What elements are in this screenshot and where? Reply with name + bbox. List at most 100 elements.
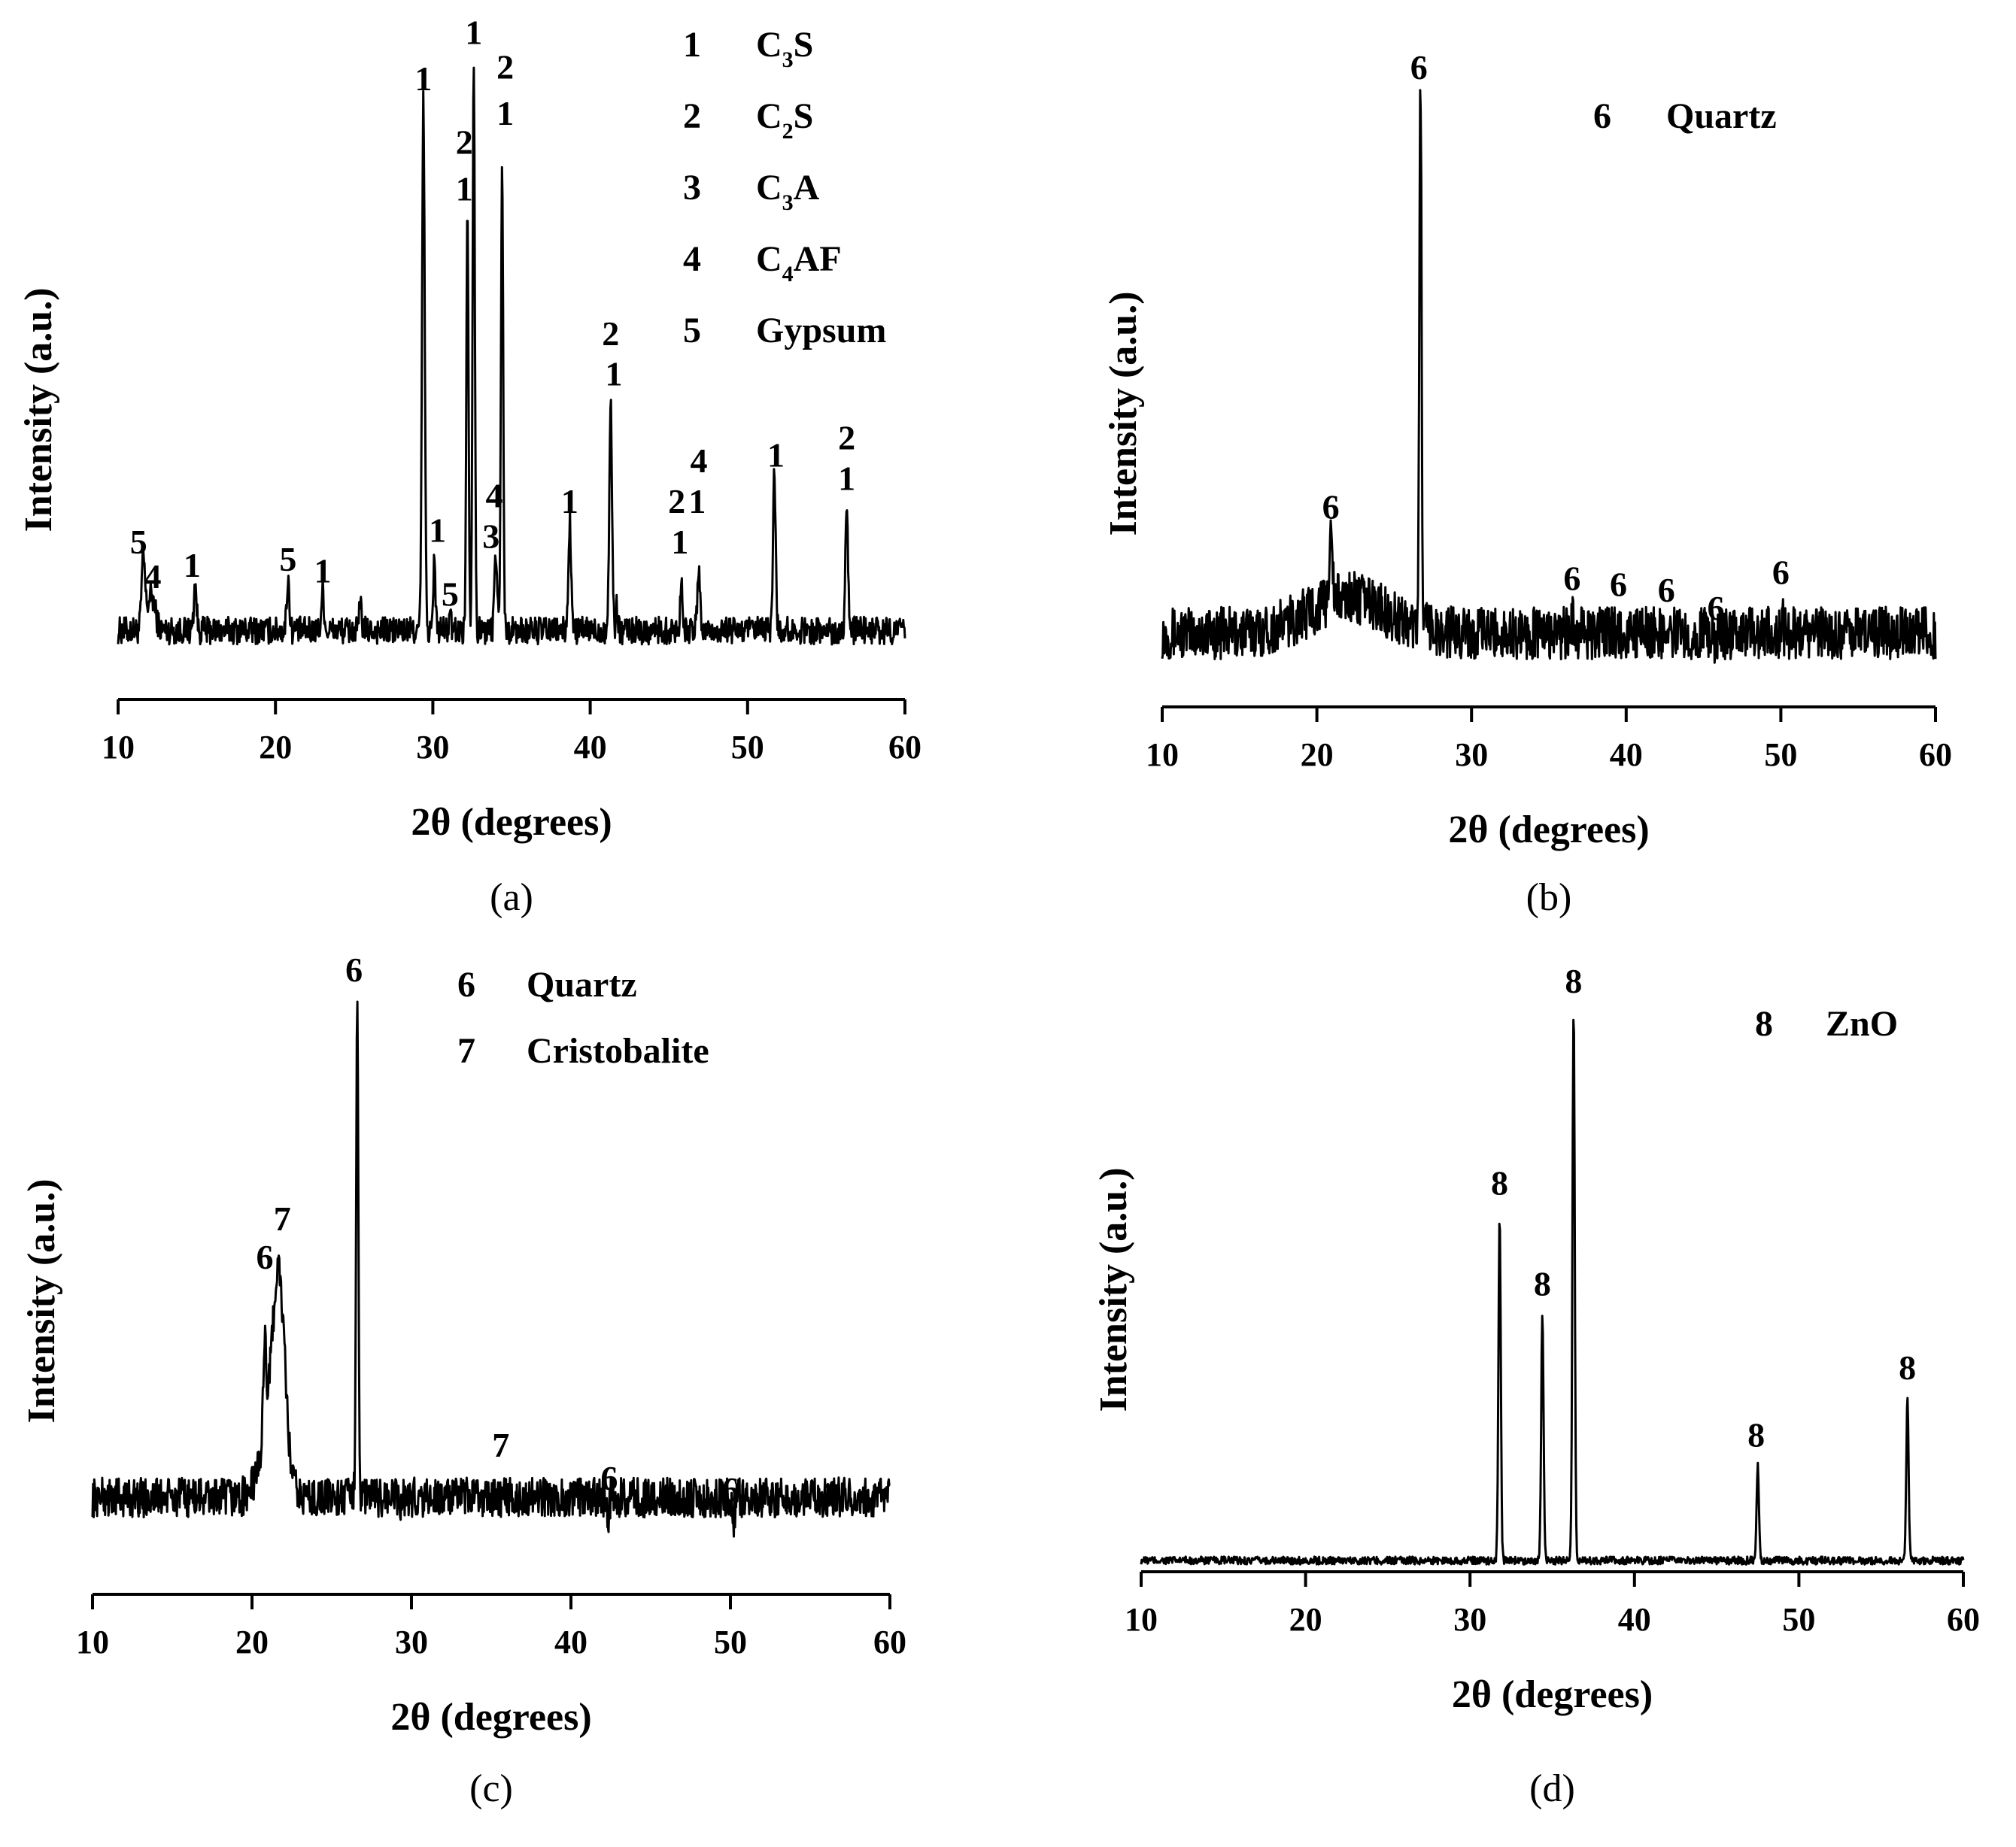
peak-label: 1 [314, 552, 331, 590]
x-tick-label: 40 [1618, 1601, 1651, 1638]
x-tick-label: 60 [888, 729, 921, 766]
peak-label: 5 [130, 523, 147, 561]
x-tick-label: 20 [235, 1624, 269, 1660]
peak-label: 1 [414, 59, 432, 98]
peak-label: 1 [429, 511, 446, 550]
legend-number: 1 [683, 25, 701, 65]
x-tick-label: 10 [1125, 1601, 1158, 1638]
x-tick-label: 50 [1764, 736, 1797, 773]
peak-label: 1 [496, 94, 514, 132]
peak-label: 6 [1410, 48, 1428, 86]
x-axis-title: 2θ (degrees) [1452, 1673, 1653, 1716]
x-tick-label: 40 [1610, 736, 1643, 773]
peak-label: 8 [1491, 1163, 1508, 1202]
legend: 1 C3S 2 C2S 3 C3A 4 C4AF 5 Gypsum [683, 25, 886, 350]
peak-label: 1 [561, 482, 578, 520]
x-tick-label: 30 [1453, 1601, 1486, 1638]
peak-label: 1 [465, 13, 482, 51]
legend-number: 3 [683, 168, 701, 208]
peak-label: 5 [442, 575, 459, 613]
panel-label: (b) [1526, 876, 1572, 919]
panel-label: (a) [490, 876, 533, 919]
y-axis-title: Intensity (a.u.) [1102, 291, 1145, 535]
legend-number: 2 [683, 96, 701, 136]
peak-label: 6 [1563, 559, 1580, 597]
peak-label: 8 [1747, 1416, 1765, 1454]
peak-label: 1 [767, 436, 785, 475]
legend-number: 4 [683, 239, 701, 279]
xrd-series-line [91, 1000, 891, 1538]
peak-label: 2 [668, 482, 685, 520]
y-axis-title: Intensity (a.u.) [17, 287, 60, 532]
legend: 8 ZnO [1755, 1004, 1898, 1044]
x-axis-title: 2θ (degrees) [1448, 808, 1649, 851]
x-tick-label: 50 [714, 1624, 747, 1660]
legend-label: Quartz [1666, 96, 1777, 136]
peak-label: 8 [1565, 962, 1582, 1000]
peak-label: 1 [838, 459, 855, 497]
peak-label: 1 [688, 482, 706, 520]
x-tick-label: 40 [574, 729, 607, 766]
peak-label: 2 [602, 314, 619, 353]
peak-label: 2 [496, 48, 514, 86]
x-axis-title: 2θ (degrees) [390, 1696, 591, 1739]
panel-label: (c) [469, 1767, 513, 1810]
legend: 6 Quartz [1593, 96, 1777, 136]
legend-label: ZnO [1826, 1004, 1898, 1044]
peak-label: 8 [1899, 1348, 1916, 1387]
x-axis-title: 2θ (degrees) [411, 801, 612, 844]
peak-label: 2 [838, 418, 855, 456]
xrd-series-line [1140, 1018, 1965, 1566]
peak-label: 4 [690, 441, 707, 480]
legend-label: C3A [756, 168, 820, 215]
peak-label: 1 [184, 546, 201, 584]
legend-label: Quartz [527, 965, 637, 1005]
legend: 6 Quartz 7 Cristobalite [457, 965, 709, 1071]
peak-label: 8 [1534, 1264, 1551, 1303]
xrd-series-line [1161, 89, 1937, 664]
xrd-panel-3: 10 20 30 40 50 60 2θ (degrees) Intensity (a.u.)… [1092, 962, 1980, 1810]
legend-number: 5 [683, 311, 701, 350]
peak-label: 3 [482, 517, 499, 555]
peak-label: 4 [485, 476, 502, 514]
peak-label: 6 [600, 1459, 618, 1497]
x-tick-label: 20 [1289, 1601, 1322, 1638]
x-tick-label: 50 [731, 729, 764, 766]
legend-label: C3S [756, 25, 813, 72]
peak-label: 7 [822, 1475, 839, 1514]
peak-label: 5 [279, 540, 296, 578]
peak-label: 1 [605, 355, 622, 393]
peak-label: 6 [722, 1470, 739, 1509]
legend-number: 7 [457, 1031, 475, 1071]
legend-number: 6 [1593, 96, 1611, 136]
x-tick-label: 30 [416, 729, 449, 766]
peak-label: 1 [456, 169, 473, 208]
x-tick-label: 60 [1919, 736, 1952, 773]
peak-label: 6 [1610, 565, 1627, 603]
y-axis-title: Intensity (a.u.) [1092, 1167, 1135, 1412]
peak-label: 6 [1658, 571, 1675, 609]
legend-number: 8 [1755, 1004, 1773, 1044]
xrd-panel-0: 10 20 30 40 50 60 2θ (degrees) Intensity (a.u.)… [17, 13, 921, 919]
peak-label: 2 [456, 123, 473, 162]
x-tick-label: 10 [76, 1624, 109, 1660]
x-tick-label: 30 [1455, 736, 1488, 773]
x-tick-label: 60 [1947, 1601, 1980, 1638]
x-tick-label: 30 [395, 1624, 428, 1660]
xrd-series-line [117, 66, 906, 646]
peak-label: 7 [274, 1199, 291, 1238]
peak-label: 6 [345, 951, 363, 989]
peak-label: 6 [1322, 488, 1340, 526]
peak-label: 7 [492, 1426, 509, 1464]
y-axis-title: Intensity (a.u.) [20, 1178, 63, 1423]
peak-label: 6 [256, 1238, 273, 1276]
legend-number: 6 [457, 965, 475, 1005]
peak-label: 6 [1772, 553, 1790, 592]
xrd-panel-2: 10 20 30 40 50 60 2θ (degrees) Intensity (a.u.)… [20, 951, 906, 1810]
x-tick-label: 60 [873, 1624, 906, 1660]
legend-label: C2S [756, 96, 813, 144]
xrd-panel-1: 10 20 30 40 50 60 2θ (degrees) Intensity (a.u.)… [1102, 48, 1952, 919]
legend-label: Cristobalite [527, 1031, 709, 1071]
panel-label: (d) [1529, 1767, 1575, 1810]
